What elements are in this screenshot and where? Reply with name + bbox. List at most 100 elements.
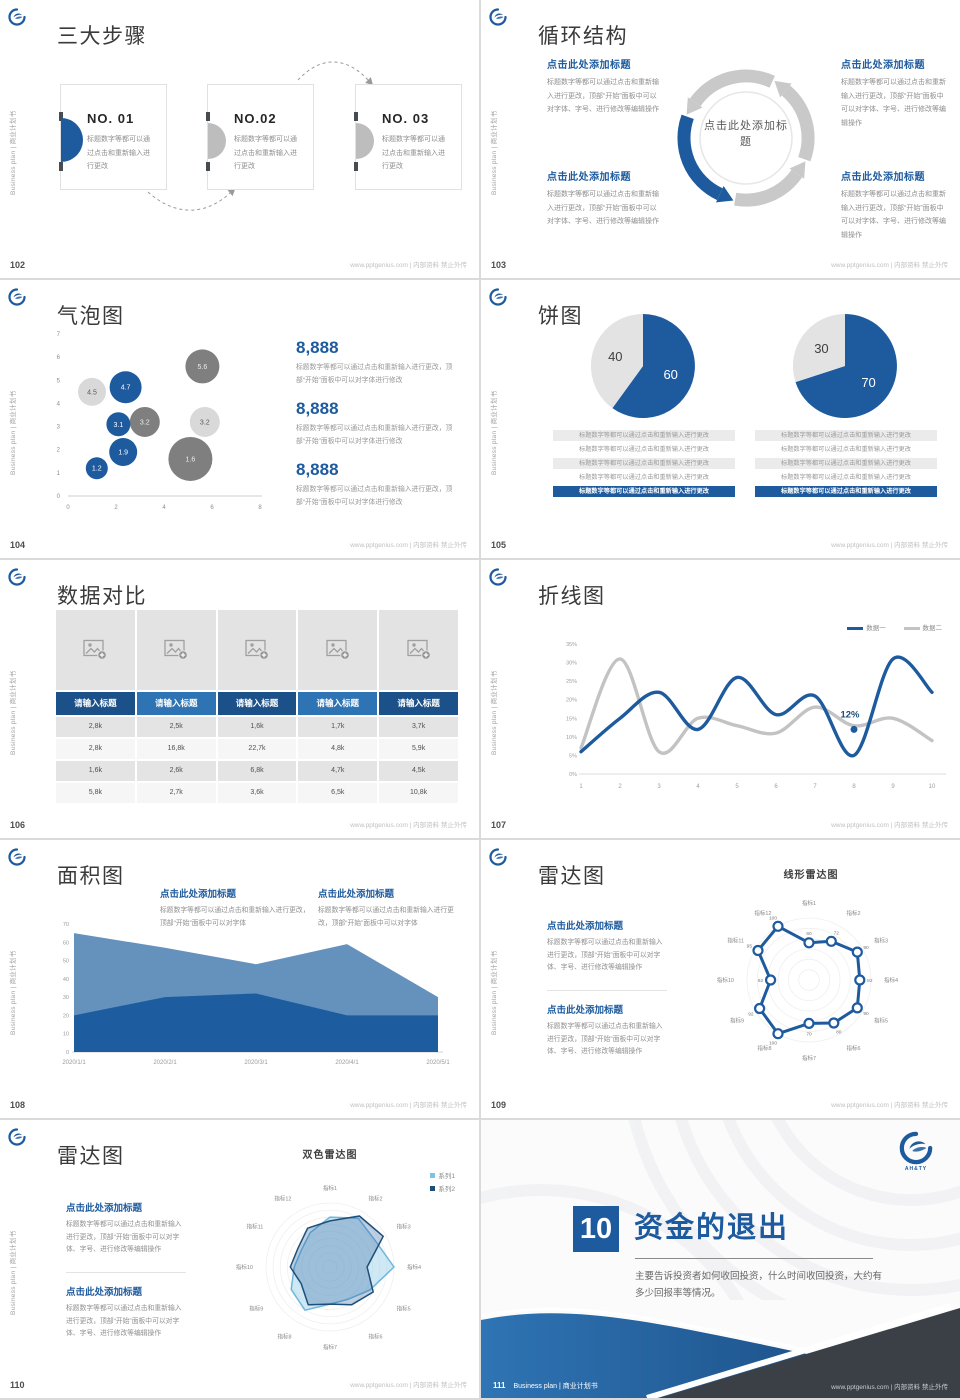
- pie-caption-row: 标题数字等都可以通过点击和重新输入进行更改: [781, 474, 911, 481]
- pie-chart-2: 70 30: [793, 314, 897, 418]
- chart-legend: 系列1 系列2: [430, 1170, 455, 1196]
- page-number: 102: [10, 260, 26, 270]
- table-cell: 6,5k: [298, 783, 378, 803]
- side-watermark: Business plan | 商业计划书: [491, 110, 498, 195]
- svg-text:1: 1: [579, 784, 583, 790]
- pie-caption-row: 标题数字等都可以通过点击和重新输入进行更改: [755, 486, 937, 497]
- divider: [547, 990, 667, 991]
- pie-caption-row: 标题数字等都可以通过点击和重新输入进行更改: [579, 446, 709, 453]
- svg-text:5.6: 5.6: [198, 364, 208, 371]
- block-body: 标题数字等都可以通过点击和重新输入进行更改，顶部“开始”面板中可以对字体、字号、…: [547, 1023, 663, 1055]
- svg-text:指标6: 指标6: [369, 1333, 383, 1341]
- table-cell: 1,6k: [56, 761, 135, 781]
- svg-text:72: 72: [834, 931, 840, 937]
- svg-text:1.2: 1.2: [92, 466, 102, 473]
- notch: [354, 162, 358, 171]
- svg-text:10%: 10%: [566, 735, 577, 741]
- svg-text:指标5: 指标5: [397, 1305, 411, 1313]
- block-body: 标题数字等都可以通过点击和重新输入进行更改，顶部“开始”面板中可以对字体、字号、…: [547, 191, 659, 225]
- svg-text:60: 60: [663, 367, 677, 382]
- svg-text:2020/1/1: 2020/1/1: [62, 1060, 86, 1066]
- table-header-cell: 请输入标题: [379, 692, 458, 715]
- page-number: 111: [493, 1381, 506, 1390]
- slide-title: 气泡图: [57, 305, 125, 328]
- notch: [206, 162, 210, 171]
- block-body: 标题数字等都可以通过点击和重新输入进行更改，顶部“开始”面板中可以对字体、字号、…: [547, 939, 663, 971]
- block-body: 标题数字等都可以通过点击和重新输入进行更改，顶部“开始”面板中可以对字体、字号、…: [841, 79, 946, 127]
- svg-text:指标12: 指标12: [274, 1194, 291, 1202]
- brand-logo-icon: [489, 568, 507, 586]
- svg-text:100: 100: [769, 1040, 777, 1046]
- pie-caption-list: 标题数字等都可以通过点击和重新输入进行更改 标题数字等都可以通过点击和重新输入进行…: [755, 430, 937, 500]
- text-block: 点击此处添加标题 标题数字等都可以通过点击和重新输入进行更改，顶部“开始”面板中…: [160, 886, 310, 930]
- footer-credit: www.pptgenius.com | 内部资料 禁止外传: [831, 542, 948, 549]
- svg-text:5: 5: [57, 378, 61, 384]
- bubble-chart: 0 1 2 3 4 5 6 7 0 2 4 6 8 4.5 3.2 5.6 3.2 1.6 4.7 3.1 1.9 1.2: [57, 332, 263, 511]
- series1-swatch: [847, 626, 864, 630]
- side-watermark: Business plan | 商业计划书: [491, 670, 498, 755]
- svg-text:指标1: 指标1: [323, 1184, 337, 1192]
- notch: [354, 112, 358, 121]
- svg-text:50: 50: [63, 959, 69, 965]
- svg-text:62: 62: [758, 978, 764, 984]
- stat-value: 8,888: [296, 460, 339, 479]
- svg-text:2020/4/1: 2020/4/1: [335, 1060, 359, 1066]
- table-header-cell: 请输入标题: [217, 692, 297, 715]
- legend-label: 数据一: [866, 625, 886, 632]
- stat-block: 8,888 标题数字等都可以通过点击和重新输入进行更改，顶部“开始”面板中可以对…: [296, 399, 466, 448]
- stat-value: 8,888: [296, 399, 339, 418]
- svg-text:20: 20: [63, 1013, 69, 1019]
- table-cell: 16,8k: [136, 739, 216, 759]
- footer-credit: www.pptgenius.com | 内部资料 禁止外传: [350, 822, 467, 829]
- series1-swatch: [430, 1173, 436, 1178]
- svg-text:指标9: 指标9: [730, 1017, 744, 1025]
- slide-107: Business plan | 商业计划书 折线图 数据一 数据二 0% 5% 10…: [481, 560, 960, 838]
- image-placeholder: [379, 610, 458, 690]
- svg-text:60: 60: [63, 940, 69, 946]
- svg-text:7: 7: [813, 784, 817, 790]
- brand-logo-icon: [899, 1131, 933, 1165]
- background-arcs: [481, 1120, 960, 1300]
- image-placeholder-row: [56, 610, 458, 690]
- pie-caption-row: 标题数字等都可以通过点击和重新输入进行更改: [781, 446, 911, 453]
- table-cell: 3,6k: [217, 783, 297, 803]
- step-number: NO.02: [234, 111, 277, 126]
- text-block: 点击此处添加标题 标题数字等都可以通过点击和重新输入进行更改，顶部“开始”面板中…: [66, 1200, 188, 1257]
- svg-text:指标4: 指标4: [884, 976, 898, 984]
- block-heading: 点击此处添加标题: [547, 921, 624, 932]
- brand-logo-icon: [489, 8, 507, 26]
- step-number: NO. 01: [87, 111, 135, 126]
- pie-caption-row: 标题数字等都可以通过点击和重新输入进行更改: [755, 430, 937, 441]
- title-underline: [635, 1258, 873, 1259]
- block-heading: 点击此处添加标题: [547, 172, 631, 183]
- page-number: 110: [10, 1380, 25, 1390]
- svg-text:指标1: 指标1: [802, 899, 816, 907]
- chart-title: 双色雷达图: [302, 1150, 358, 1161]
- block-body: 标题数字等都可以通过点击和重新输入进行更改，顶部“开始”面板中可以对字体、字号、…: [547, 79, 659, 113]
- page-number: 106: [10, 820, 26, 830]
- text-block: 点击此处添加标题 标题数字等都可以通过点击和重新输入进行更改，顶部“开始”面板中…: [66, 1284, 188, 1341]
- notch: [59, 162, 63, 171]
- image-placeholder: [136, 610, 216, 690]
- svg-text:指标10: 指标10: [717, 976, 734, 984]
- side-watermark: Business plan | 商业计划书: [10, 950, 17, 1035]
- series2-swatch: [903, 626, 920, 630]
- svg-text:指标8: 指标8: [757, 1044, 771, 1052]
- svg-text:2: 2: [618, 784, 622, 790]
- svg-text:0: 0: [66, 1050, 69, 1056]
- slide-106: Business plan | 商业计划书 数据对比 请输入标题 请输入标题 请输入…: [0, 560, 479, 838]
- brand-logo-icon: [8, 1128, 26, 1146]
- side-watermark: Business plan | 商业计划书: [491, 390, 498, 475]
- svg-text:90: 90: [863, 1011, 869, 1017]
- slide-title: 数据对比: [57, 585, 147, 608]
- block-heading: 点击此处添加标题: [547, 60, 631, 71]
- table-cell: 4,8k: [298, 739, 378, 759]
- svg-text:10: 10: [63, 1032, 69, 1038]
- block-body: 标题数字等都可以通过点击和重新输入进行更改，顶部“开始”面板中可以对字体、字号、…: [66, 1221, 182, 1253]
- step-body: 标题数字等都可以通过点击和重新输入进行更改: [87, 136, 150, 170]
- pie-caption-list: 标题数字等都可以通过点击和重新输入进行更改 标题数字等都可以通过点击和重新输入进行…: [553, 430, 735, 500]
- table-cell: 3,7k: [379, 717, 458, 737]
- slide-title: 三大步骤: [57, 25, 147, 48]
- svg-text:2: 2: [114, 505, 118, 511]
- svg-text:4.5: 4.5: [87, 389, 97, 396]
